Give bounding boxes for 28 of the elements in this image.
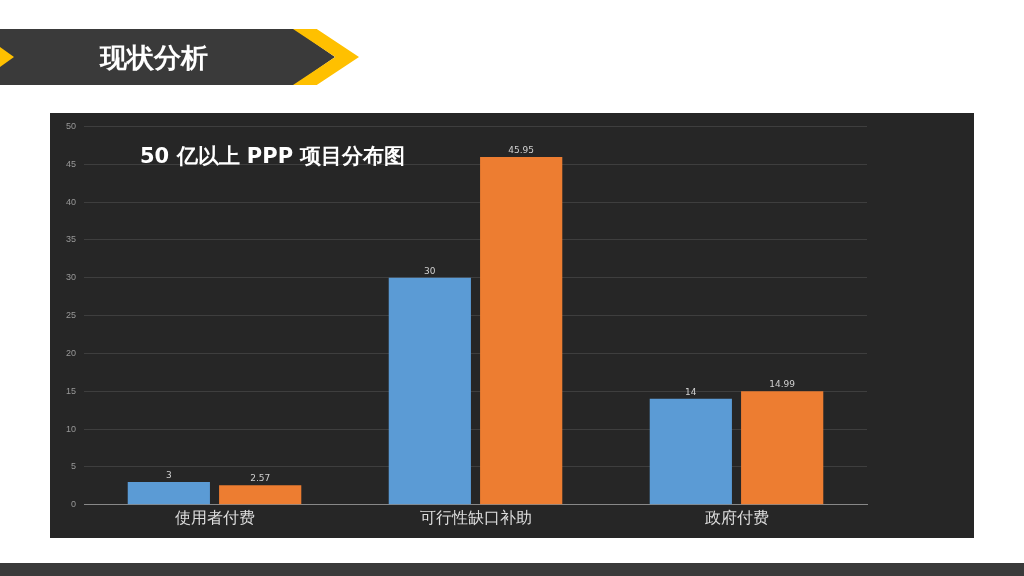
data-label: 14 <box>685 386 697 397</box>
data-label: 3 <box>165 469 172 480</box>
y-tick-label: 5 <box>71 461 77 472</box>
y-tick-label: 40 <box>66 196 77 207</box>
y-tick-label: 45 <box>66 158 77 169</box>
x-tick-label: 政府付费 <box>704 507 769 527</box>
bar <box>480 157 563 505</box>
bar <box>649 398 732 505</box>
data-label: 14.99 <box>769 379 796 390</box>
y-tick-label: 0 <box>71 499 77 510</box>
y-tick-label: 50 <box>66 120 77 131</box>
y-tick-label: 25 <box>66 310 77 321</box>
y-tick-label: 30 <box>66 272 77 283</box>
data-label: 2.57 <box>250 473 271 484</box>
y-tick-label: 35 <box>66 234 77 245</box>
bar <box>388 277 471 505</box>
data-label: 45.95 <box>508 144 535 155</box>
bar <box>127 482 210 505</box>
x-tick-label: 可行性缺口补助 <box>419 507 532 527</box>
data-label: 30 <box>424 265 436 276</box>
y-tick-label: 15 <box>66 385 77 396</box>
x-tick-label: 使用者付费 <box>174 507 255 527</box>
bar <box>741 391 824 505</box>
text: 50 亿以上 PPP 项目分布图 <box>140 144 406 169</box>
bar <box>219 485 302 505</box>
chart-title: 现状分析 <box>100 41 208 75</box>
y-tick-label: 20 <box>66 347 77 358</box>
y-tick-label: 10 <box>66 423 77 434</box>
